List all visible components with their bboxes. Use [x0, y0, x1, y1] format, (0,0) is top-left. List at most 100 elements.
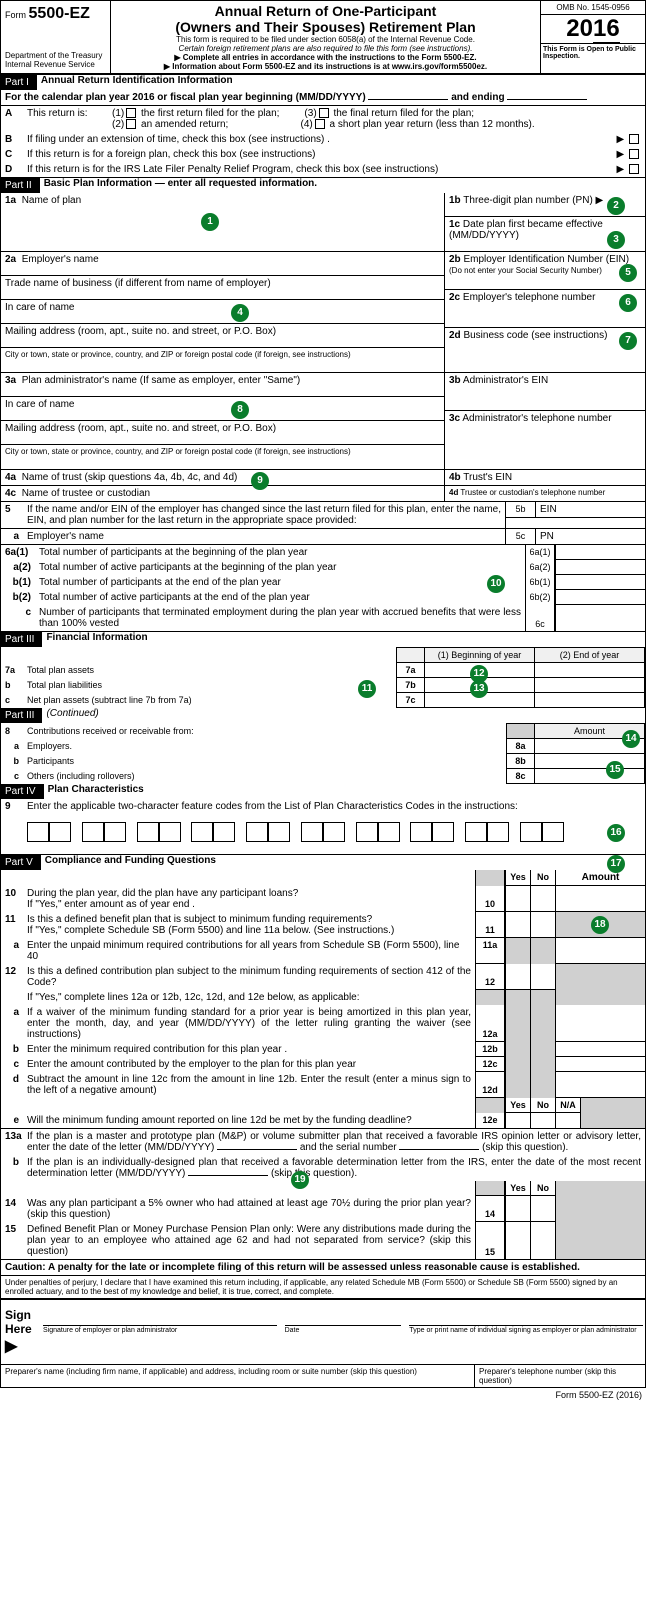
part1-header: Part I Annual Return Identification Info…	[1, 75, 645, 90]
badge-6: 6	[619, 294, 637, 312]
field-11-no[interactable]	[530, 912, 555, 938]
code-box[interactable]	[27, 822, 49, 842]
checkbox-extension[interactable]	[629, 134, 639, 144]
field-12a[interactable]	[555, 1005, 645, 1042]
part5-yn-header2: Yes No	[1, 1181, 645, 1196]
code-box[interactable]	[432, 822, 454, 842]
code-box[interactable]	[323, 822, 345, 842]
code-box[interactable]	[520, 822, 542, 842]
field-7c-end[interactable]	[535, 693, 645, 708]
code-box[interactable]	[542, 822, 564, 842]
field-10-no[interactable]	[530, 886, 555, 912]
date-field[interactable]	[285, 1302, 402, 1326]
checkbox-foreign[interactable]	[629, 149, 639, 159]
irs-label: Internal Revenue Service	[5, 60, 106, 69]
checkbox-first-return[interactable]	[126, 108, 136, 118]
field-15-no[interactable]	[530, 1222, 555, 1259]
field-11a[interactable]	[555, 938, 645, 964]
field-12e-na[interactable]	[555, 1113, 580, 1128]
field-10-amount[interactable]	[555, 886, 645, 912]
badge-7: 7	[619, 332, 637, 350]
checkbox-short-year[interactable]	[315, 119, 325, 129]
form-header: Form 5500-EZ Department of the Treasury …	[1, 1, 645, 75]
code-box[interactable]	[268, 822, 290, 842]
line-12a-row: a If a waiver of the minimum funding sta…	[1, 1005, 645, 1042]
line-13b-row: b If the plan is an individually-designe…	[1, 1155, 645, 1181]
field-12-yes[interactable]	[505, 964, 530, 990]
field-6b2[interactable]	[555, 590, 645, 605]
field-6a2[interactable]	[555, 560, 645, 575]
checkbox-final-return[interactable]	[319, 108, 329, 118]
code-box[interactable]	[104, 822, 126, 842]
field-12d[interactable]	[555, 1072, 645, 1098]
end-date-field[interactable]	[507, 99, 587, 100]
badge-19: 19	[291, 1171, 309, 1189]
signature-field[interactable]	[43, 1302, 277, 1326]
badge-17: 17	[607, 855, 625, 873]
code-box[interactable]	[356, 822, 378, 842]
code-box[interactable]	[465, 822, 487, 842]
field-12e-yes[interactable]	[505, 1113, 530, 1128]
checkbox-late-filer[interactable]	[629, 164, 639, 174]
preparer-name: Preparer's name (including firm name, if…	[1, 1365, 475, 1387]
field-6a1[interactable]	[555, 545, 645, 560]
field-7b-begin[interactable]: 13	[425, 678, 535, 693]
instruction1: ▶ Complete all entries in accordance wit…	[115, 53, 536, 62]
code-box[interactable]	[246, 822, 268, 842]
code-box[interactable]	[301, 822, 323, 842]
field-14-yes[interactable]	[505, 1196, 530, 1222]
public-inspection: This Form is Open to Public Inspection.	[541, 44, 645, 62]
part1-label: Part I	[1, 75, 37, 90]
badge-4: 4	[231, 304, 249, 322]
perjury-text: Under penalties of perjury, I declare th…	[1, 1276, 645, 1298]
field-12e-no[interactable]	[530, 1113, 555, 1128]
part5-header: Part V Compliance and Funding Questions …	[1, 855, 645, 870]
omb-number: OMB No. 1545-0956	[541, 1, 645, 15]
code-box[interactable]	[191, 822, 213, 842]
code-box[interactable]	[213, 822, 235, 842]
code-box[interactable]	[378, 822, 400, 842]
line-4c-row: 4c Name of trustee or custodian 4d Trust…	[1, 486, 645, 502]
code-box[interactable]	[137, 822, 159, 842]
field-13a-date[interactable]	[217, 1149, 297, 1150]
field-6c[interactable]	[555, 605, 645, 631]
printed-name-field[interactable]	[409, 1302, 643, 1326]
code-box[interactable]	[487, 822, 509, 842]
line-14-row: 14 Was any plan participant a 5% owner w…	[1, 1196, 645, 1222]
financial-table: (1) Beginning of year(2) End of year 7aT…	[1, 647, 645, 708]
field-6b1[interactable]	[555, 575, 645, 590]
field-13a-serial[interactable]	[399, 1149, 479, 1150]
field-8b[interactable]	[535, 754, 645, 769]
code-boxes-row: 16	[1, 814, 645, 855]
line-12c-row: c Enter the amount contributed by the em…	[1, 1057, 645, 1072]
field-8c[interactable]: 15	[535, 769, 645, 784]
subtitle1: This form is required to be filed under …	[115, 35, 536, 44]
code-box[interactable]	[410, 822, 432, 842]
line-5-row: 5 If the name and/or EIN of the employer…	[1, 502, 645, 529]
field-13b-date[interactable]	[188, 1175, 268, 1176]
line-1-row: 1a Name of plan 1 1b Three-digit plan nu…	[1, 193, 645, 252]
line-12-row: 12 Is this a defined contribution plan s…	[1, 964, 645, 990]
checkbox-amended[interactable]	[126, 119, 136, 129]
field-7b-end[interactable]	[535, 678, 645, 693]
field-12c[interactable]	[555, 1057, 645, 1072]
field-7a-begin[interactable]: 12	[425, 663, 535, 678]
field-10-yes[interactable]	[505, 886, 530, 912]
title-line2: (Owners and Their Spouses) Retirement Pl…	[115, 19, 536, 35]
line-d-row: D If this return is for the IRS Late Fil…	[1, 162, 645, 178]
code-box[interactable]	[82, 822, 104, 842]
field-15-yes[interactable]	[505, 1222, 530, 1259]
badge-10: 10	[487, 575, 505, 593]
field-11-yes[interactable]	[505, 912, 530, 938]
field-14-no[interactable]	[530, 1196, 555, 1222]
part3-header: Part III Financial Information	[1, 632, 645, 647]
field-12b[interactable]	[555, 1042, 645, 1057]
begin-date-field[interactable]	[368, 99, 448, 100]
field-7a-end[interactable]	[535, 663, 645, 678]
code-box[interactable]	[49, 822, 71, 842]
caution-text: Caution: A penalty for the late or incom…	[1, 1260, 645, 1276]
line-15-row: 15 Defined Benefit Plan or Money Purchas…	[1, 1222, 645, 1260]
code-box[interactable]	[159, 822, 181, 842]
page-footer: Form 5500-EZ (2016)	[0, 1388, 646, 1402]
field-12-no[interactable]	[530, 964, 555, 990]
